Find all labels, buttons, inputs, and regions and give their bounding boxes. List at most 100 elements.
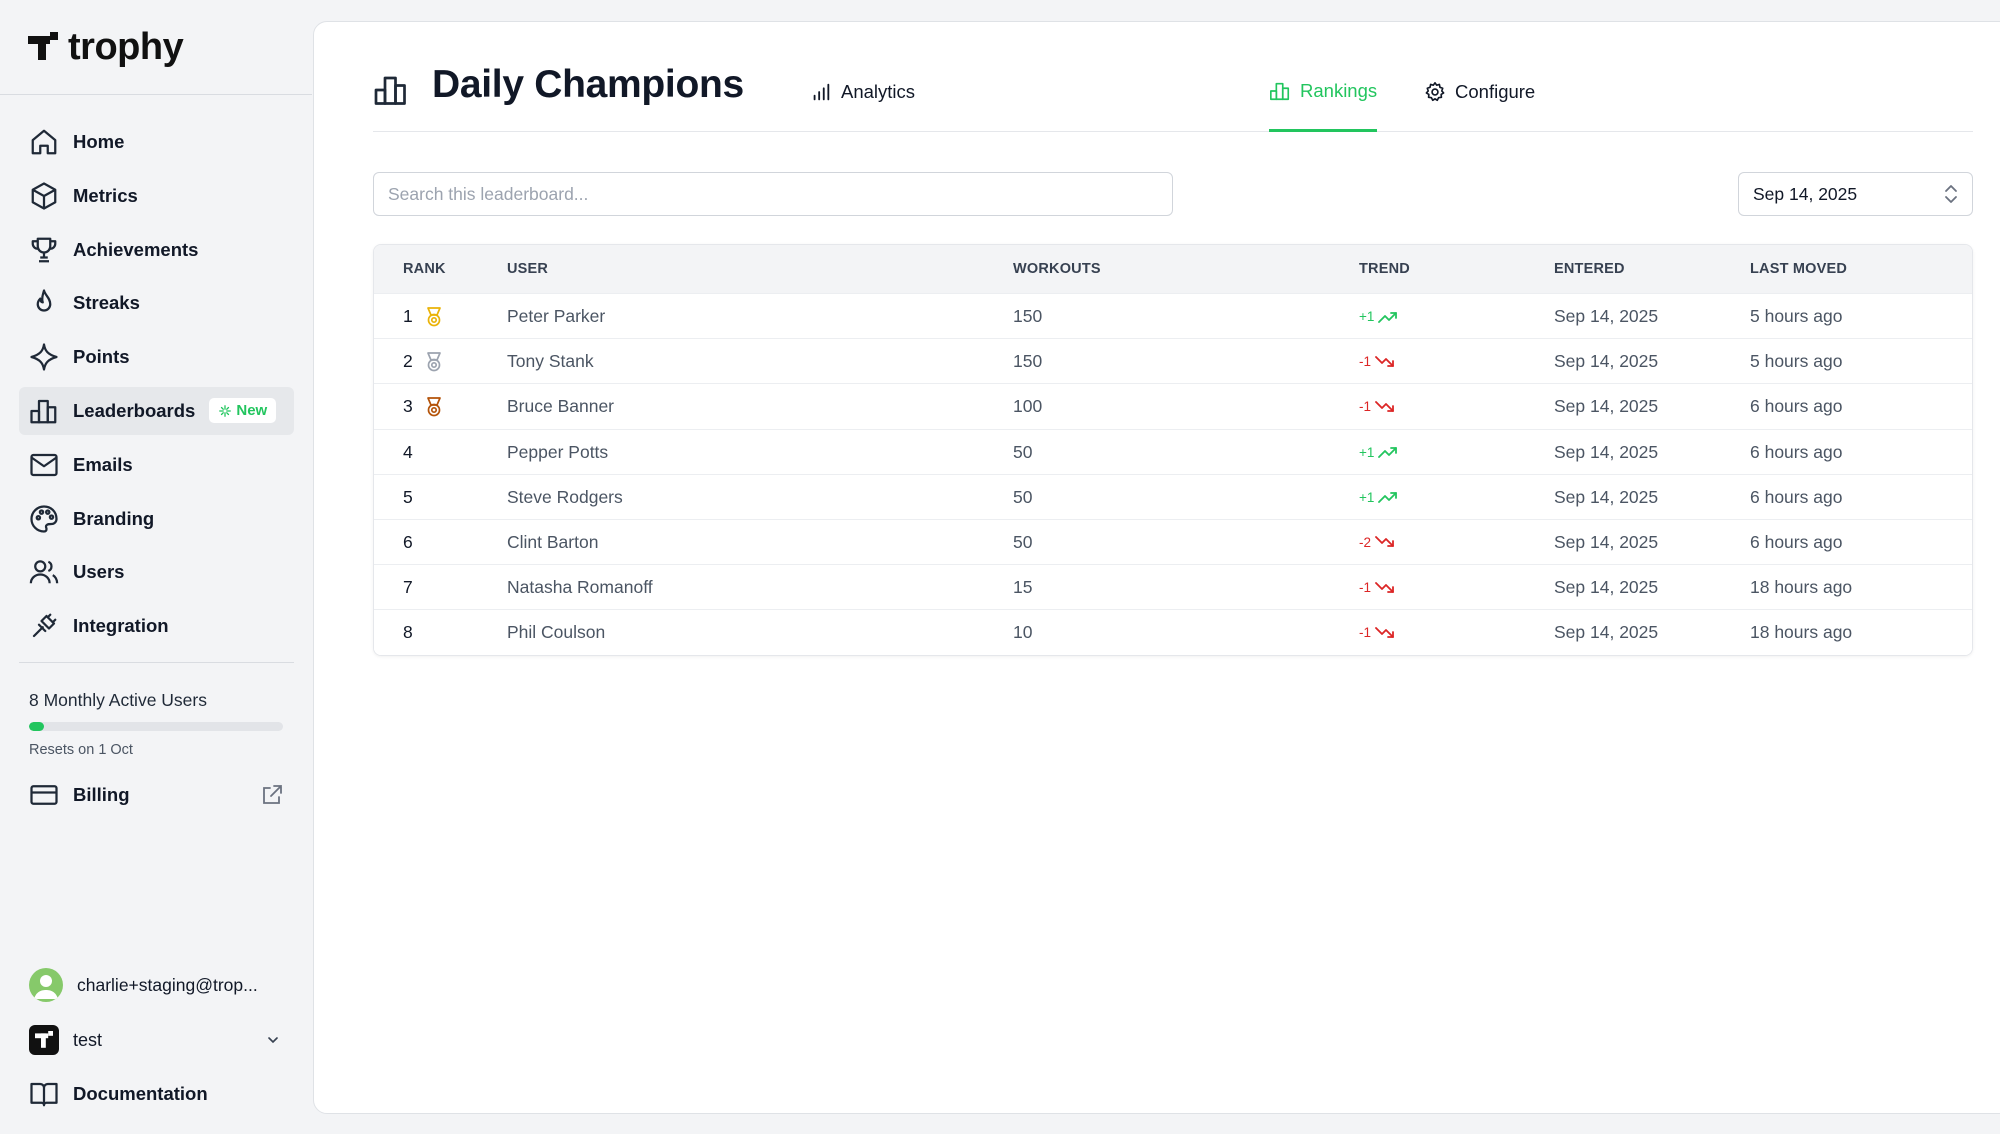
entered-cell: Sep 14, 2025 (1554, 531, 1659, 552)
page-title: Daily Champions (432, 63, 744, 106)
last-moved-cell: 18 hours ago (1750, 622, 1853, 643)
trend-value: +1 (1359, 444, 1375, 460)
trend-up-icon (1378, 492, 1398, 504)
table-row[interactable]: 2 Tony Stank 150 -1 Sep 14, 2025 5 hours ago (374, 338, 1972, 384)
sidebar-item-emails[interactable]: Emails (19, 441, 294, 489)
trend-down-icon (1375, 400, 1394, 412)
org-logo-icon (29, 1025, 59, 1055)
column-header-user[interactable]: USER (507, 261, 549, 277)
user-cell[interactable]: Peter Parker (507, 306, 606, 326)
sidebar-item-branding[interactable]: Branding (19, 495, 294, 543)
column-header-entered[interactable]: ENTERED (1554, 261, 1625, 277)
rankings-icon (1270, 82, 1290, 100)
avatar (29, 968, 63, 1002)
rank-value: 8 (403, 622, 413, 643)
trend-cell: +1 (1359, 475, 1398, 520)
sidebar-item-home[interactable]: Home (19, 118, 294, 166)
sidebar-item-integration[interactable]: Integration (19, 602, 294, 650)
sidebar-item-label: Leaderboards (73, 399, 196, 421)
workouts-cell: 10 (1013, 622, 1033, 643)
search-input[interactable] (373, 172, 1173, 216)
sidebar: trophy Home Metrics Achievements Streaks… (0, 0, 312, 1134)
entered-cell: Sep 14, 2025 (1554, 577, 1659, 598)
mau-progress-fill (29, 722, 45, 731)
column-header-rank[interactable]: RANK (403, 261, 446, 277)
user-cell[interactable]: Steve Rodgers (507, 486, 623, 507)
trophy-icon (31, 237, 57, 262)
table-row[interactable]: 7 Natasha Romanoff 15 -1 Sep 14, 2025 18 hour… (374, 564, 1972, 610)
entered-cell: Sep 14, 2025 (1554, 351, 1659, 372)
sidebar-item-billing[interactable]: Billing (19, 771, 294, 819)
rank-value: 3 (403, 396, 413, 417)
page-header: Daily Champions Analytics Rankings Confi… (373, 52, 1973, 132)
table-row[interactable]: 4 Pepper Potts 50 +1 Sep 14, 2025 6 hours ago (374, 428, 1972, 474)
account-email: charlie+staging@trop... (77, 974, 258, 995)
home-icon (31, 129, 57, 155)
user-cell[interactable]: Pepper Potts (507, 441, 609, 462)
medal-gold-icon (426, 306, 441, 326)
table-row[interactable]: 3 Bruce Banner 100 -1 Sep 14, 2025 6 hours ag… (374, 383, 1972, 429)
trend-down-icon (1375, 581, 1394, 593)
sidebar-item-points[interactable]: Points (19, 333, 294, 381)
workouts-cell: 150 (1013, 306, 1043, 326)
date-select[interactable]: Sep 14, 2025 (1738, 172, 1973, 216)
column-header-trend[interactable]: TREND (1359, 261, 1410, 277)
trend-cell: +1 (1359, 294, 1398, 339)
user-cell[interactable]: Natasha Romanoff (507, 577, 653, 598)
sidebar-item-streaks[interactable]: Streaks (19, 279, 294, 327)
tab-rankings[interactable]: Rankings (1269, 52, 1378, 132)
workouts-cell: 15 (1013, 577, 1033, 598)
date-select-value: Sep 14, 2025 (1753, 183, 1858, 204)
user-cell[interactable]: Clint Barton (507, 531, 599, 552)
sidebar-item-label: Home (73, 131, 125, 152)
rank-cell: 1 (403, 294, 443, 339)
user-cell[interactable]: Tony Stank (507, 351, 594, 372)
column-header-workouts[interactable]: WORKOUTS (1013, 261, 1101, 277)
rank-cell: 7 (403, 565, 413, 610)
sidebar-divider (19, 662, 294, 663)
sidebar-item-users[interactable]: Users (19, 548, 294, 596)
sidebar-item-label: Achievements (73, 238, 199, 260)
sidebar-item-achievements[interactable]: Achievements (19, 226, 294, 274)
gear-icon (1425, 82, 1445, 102)
sparkle-icon (30, 343, 58, 371)
sidebar-nav: Home Metrics Achievements Streaks Points… (19, 118, 294, 656)
sidebar-item-leaderboards[interactable]: Leaderboards New (19, 386, 294, 435)
rank-cell: 5 (403, 475, 413, 520)
org-name: test (73, 1029, 103, 1050)
last-moved-cell: 6 hours ago (1750, 531, 1843, 552)
tab-analytics[interactable]: Analytics (810, 52, 915, 132)
rank-cell: 8 (403, 610, 413, 654)
user-cell[interactable]: Bruce Banner (507, 396, 615, 417)
users-icon (29, 560, 59, 584)
app-name: trophy (68, 25, 184, 68)
rank-value: 1 (403, 306, 413, 326)
sidebar-item-metrics[interactable]: Metrics (19, 172, 294, 220)
tab-configure[interactable]: Configure (1424, 52, 1535, 132)
trend-value: +1 (1359, 489, 1375, 505)
sidebar-item-documentation[interactable]: Documentation (19, 1070, 294, 1118)
medal-bronze-icon (426, 397, 441, 417)
table-row[interactable]: 5 Steve Rodgers 50 +1 Sep 14, 2025 6 hours ag… (374, 473, 1972, 520)
last-moved-cell: 6 hours ago (1750, 441, 1843, 462)
sidebar-item-label: Users (73, 561, 125, 583)
org-switcher[interactable]: test (29, 1025, 283, 1055)
column-header-last-moved[interactable]: LAST MOVED (1750, 261, 1848, 277)
last-moved-cell: 5 hours ago (1750, 306, 1843, 326)
chevron-down-icon (268, 1037, 278, 1044)
bar-chart-icon (30, 399, 57, 424)
rank-value: 5 (403, 486, 413, 507)
trend-value: -2 (1359, 534, 1372, 550)
last-moved-cell: 6 hours ago (1750, 486, 1843, 507)
rank-value: 7 (403, 577, 413, 598)
table-row[interactable]: 8 Phil Coulson 10 -1 Sep 14, 2025 18 hours ag… (374, 609, 1972, 655)
sidebar-item-label: Billing (73, 784, 130, 805)
user-cell[interactable]: Phil Coulson (507, 622, 606, 643)
rank-value: 4 (403, 441, 413, 462)
account-menu[interactable]: charlie+staging@trop... (29, 968, 258, 1002)
workouts-cell: 50 (1013, 441, 1033, 462)
trend-cell: -1 (1359, 339, 1395, 384)
table-row[interactable]: 1 Peter Parker 150 +1 Sep 14, 2025 5 hours ag… (374, 293, 1972, 339)
table-row[interactable]: 6 Clint Barton 50 -2 Sep 14, 2025 6 hours ago (374, 518, 1972, 565)
logo[interactable]: trophy (0, 0, 312, 95)
